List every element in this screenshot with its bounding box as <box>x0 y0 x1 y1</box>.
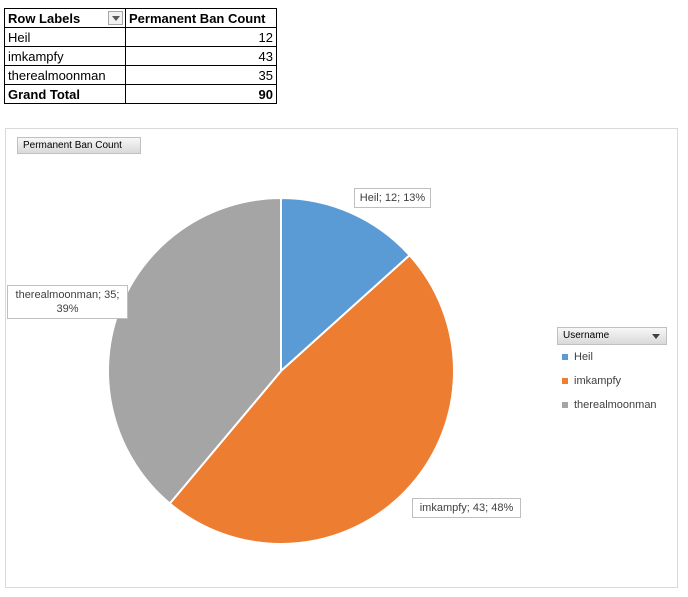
grand-total-label[interactable]: Grand Total <box>4 84 126 104</box>
legend-label: therealmoonman <box>574 399 657 411</box>
row-label[interactable]: imkampfy <box>4 46 126 66</box>
row-value[interactable]: 12 <box>125 27 277 47</box>
pivot-row: Heil 12 <box>4 27 277 47</box>
chevron-down-icon[interactable] <box>652 334 660 339</box>
pivot-table: Row Labels Permanent Ban Count Heil 12 i… <box>4 8 277 104</box>
legend-title: Username <box>563 330 610 341</box>
row-value[interactable]: 43 <box>125 46 277 66</box>
legend-item-heil[interactable]: Heil <box>562 351 593 363</box>
grand-total-value[interactable]: 90 <box>125 84 277 104</box>
data-label-imkampfy[interactable]: imkampfy; 43; 48% <box>412 498 521 518</box>
grand-total-row: Grand Total 90 <box>4 84 277 104</box>
data-label-heil[interactable]: Heil; 12; 13% <box>354 188 431 208</box>
pie-slice-heil[interactable] <box>280 196 411 374</box>
row-value[interactable]: 35 <box>125 65 277 85</box>
row-label[interactable]: therealmoonman <box>4 65 126 85</box>
data-label-therealmoonman[interactable]: therealmoonman; 35; 39% <box>7 285 128 319</box>
legend-item-therealmoonman[interactable]: therealmoonman <box>562 399 657 411</box>
filter-dropdown-icon[interactable] <box>108 11 123 25</box>
row-labels-text: Row Labels <box>8 10 81 26</box>
pie-slice-imkampfy[interactable] <box>168 253 455 545</box>
data-label-line: 39% <box>56 303 79 315</box>
legend-swatch <box>562 402 568 408</box>
row-label[interactable]: Heil <box>4 27 126 47</box>
pivot-row: therealmoonman 35 <box>4 65 277 85</box>
legend-field-button[interactable]: Username <box>557 327 667 345</box>
data-label-line: therealmoonman; 35; <box>15 289 120 301</box>
legend-swatch <box>562 354 568 360</box>
legend-label: imkampfy <box>574 375 622 387</box>
value-header[interactable]: Permanent Ban Count <box>125 8 277 28</box>
chart-field-button[interactable]: Permanent Ban Count <box>17 137 141 154</box>
pivot-chart[interactable]: Permanent Ban Count Heil; 12; 13% therea… <box>5 128 678 588</box>
legend-label: Heil <box>574 351 593 363</box>
legend-swatch <box>562 378 568 384</box>
pivot-header-row: Row Labels Permanent Ban Count <box>4 8 277 28</box>
legend-item-imkampfy[interactable]: imkampfy <box>562 375 621 387</box>
pie-chart[interactable] <box>6 129 677 587</box>
row-labels-header[interactable]: Row Labels <box>4 8 126 28</box>
pivot-row: imkampfy 43 <box>4 46 277 66</box>
